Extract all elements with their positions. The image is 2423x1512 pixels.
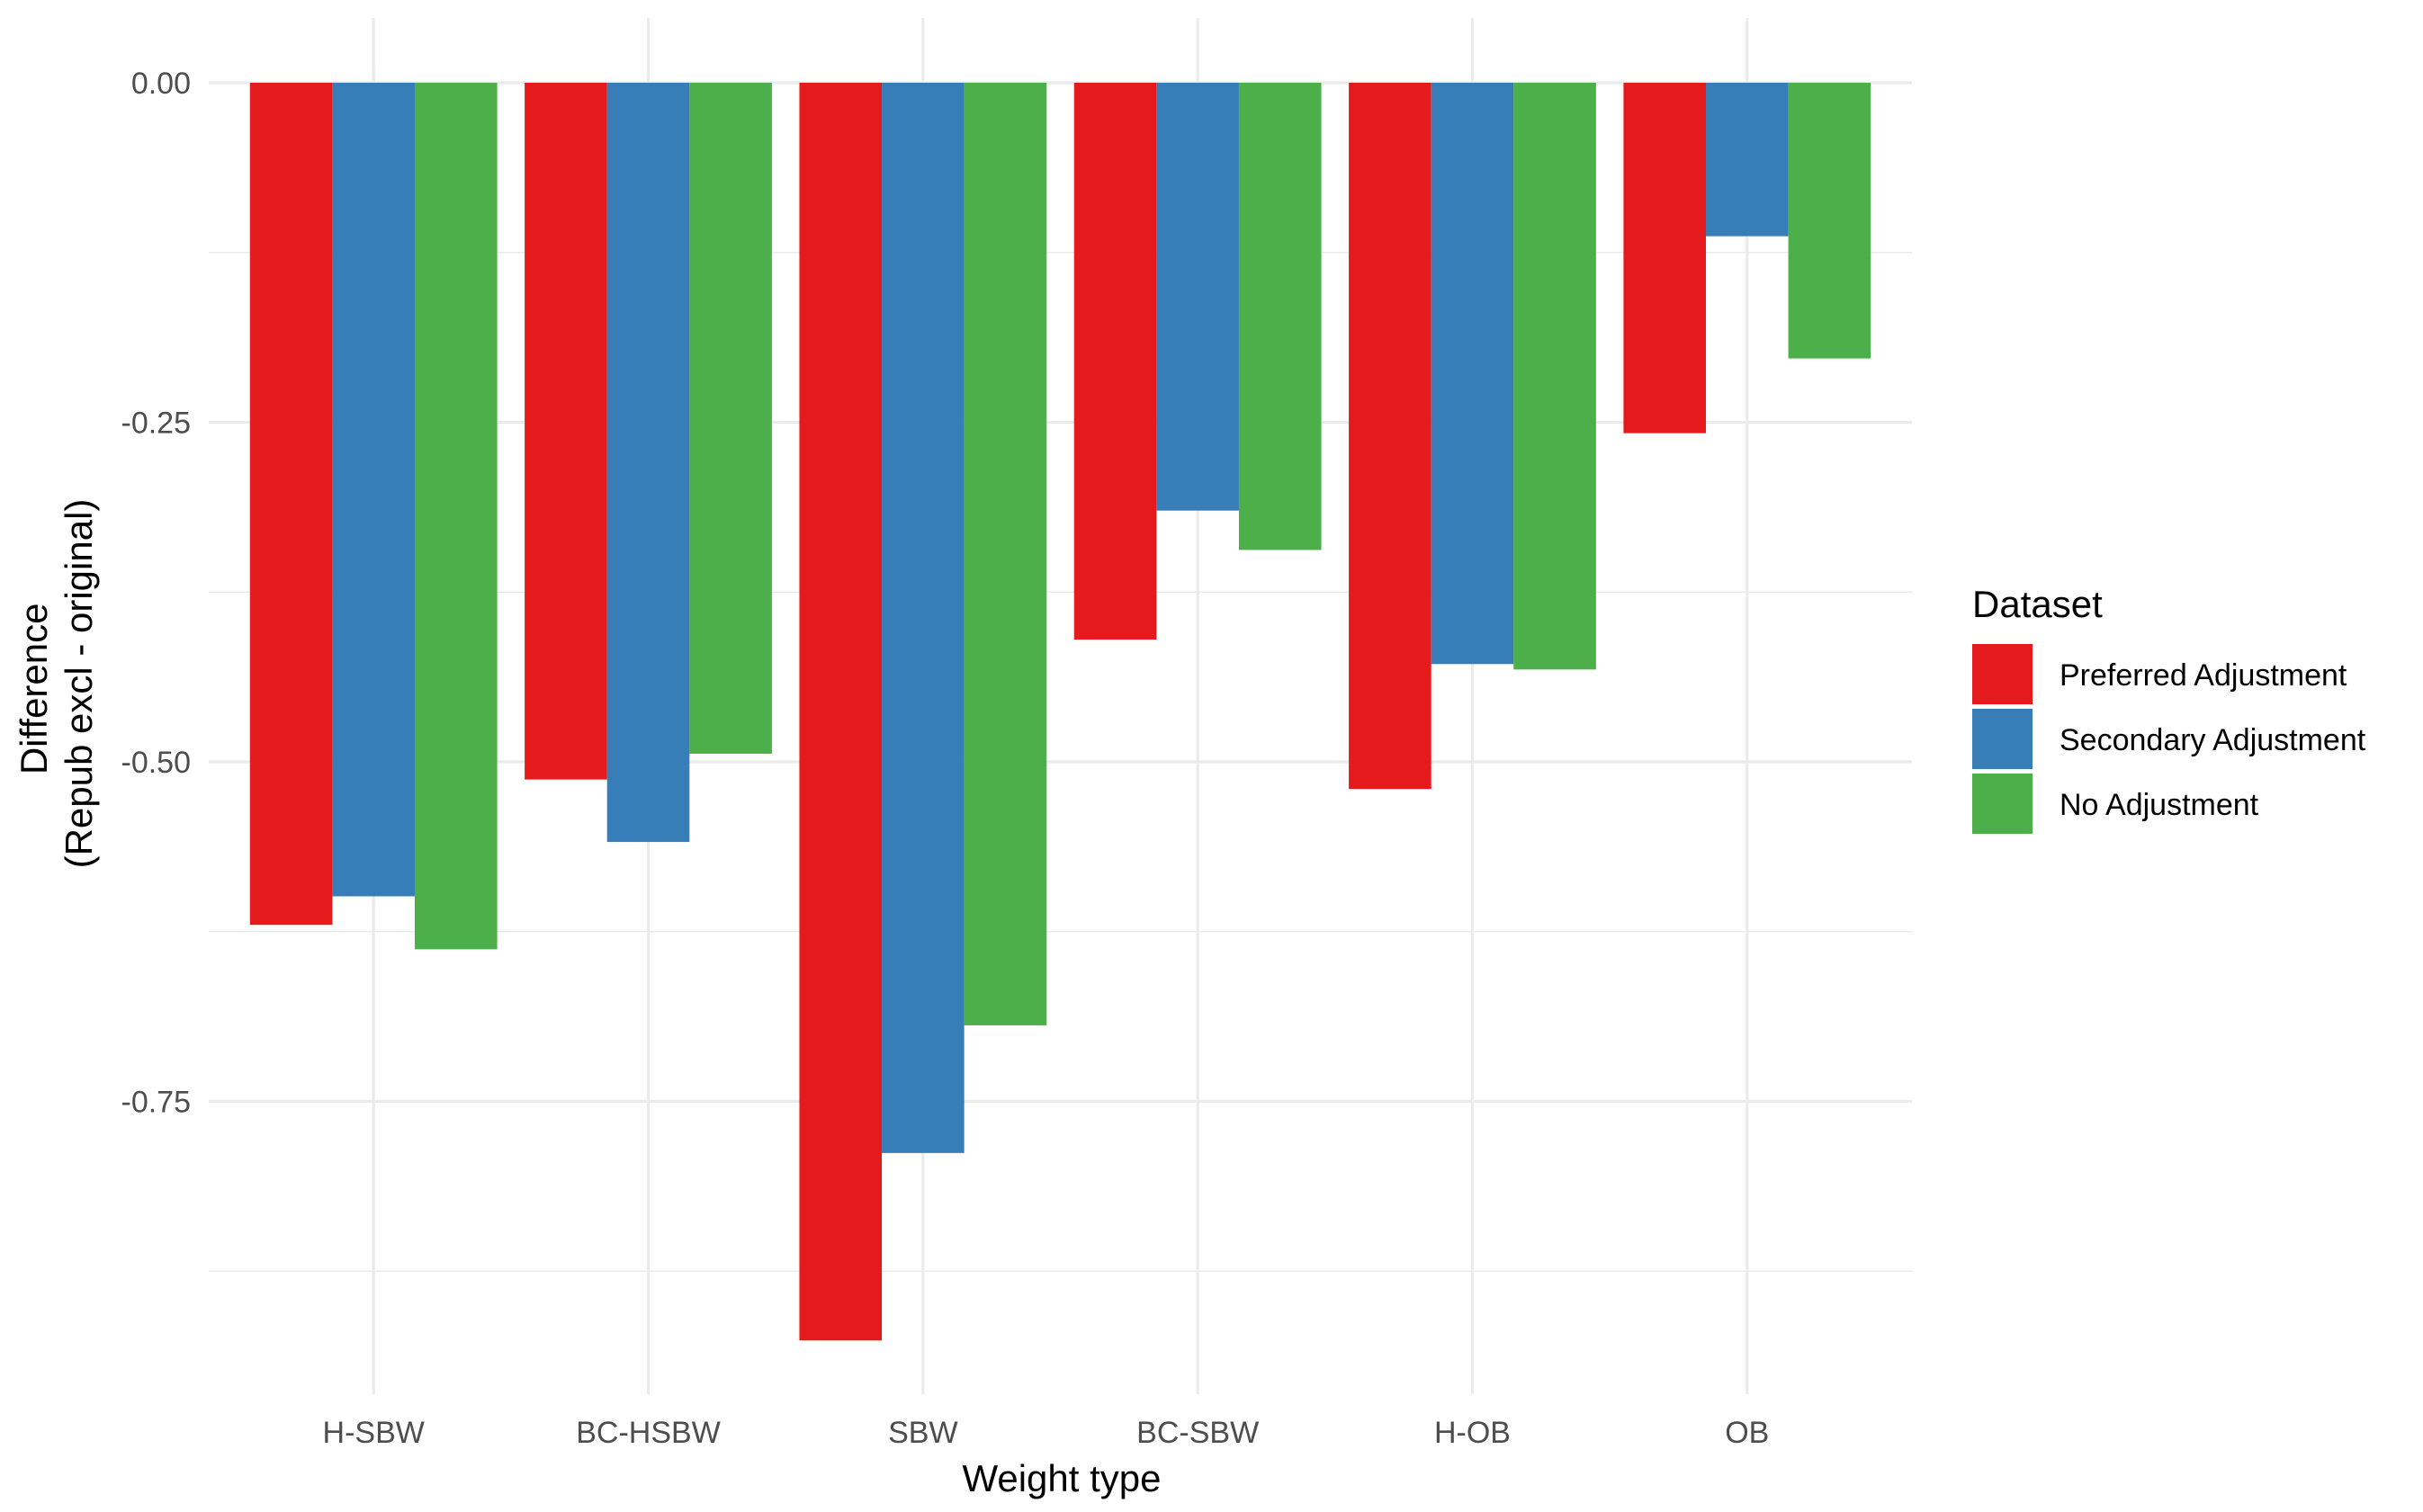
bar [1513,83,1596,670]
bar [882,83,965,1153]
bar [1238,83,1322,550]
x-tick-label: H-OB [1434,1416,1511,1450]
bar [1431,83,1514,665]
x-tick-label: SBW [888,1416,957,1450]
bar [525,83,607,780]
y-tick-label: -0.25 [121,407,192,441]
x-axis-title: Weight type [962,1457,1161,1499]
bar [1349,83,1431,790]
bar [689,83,772,754]
bar [964,83,1047,1025]
x-tick-label: OB [1725,1416,1769,1450]
y-axis-title-line-1: Difference [13,604,55,775]
bar [1788,83,1871,359]
x-tick-label: BC-SBW [1136,1416,1259,1450]
bar [606,83,690,843]
legend-swatch [1972,774,2033,834]
y-axis-title-line-2: (Repub excl - original) [58,499,100,869]
bar [799,83,883,1341]
bar [332,83,415,897]
bar [249,83,333,926]
bar [1706,83,1789,237]
y-tick-label: 0.00 [131,67,191,101]
x-axis-ticks: H-SBW BC-HSBW SBW BC-SBW H-OB OB [323,1416,1770,1450]
legend-label: No Adjustment [2060,788,2259,822]
x-tick-label: H-SBW [323,1416,425,1450]
legend-title: Dataset [1972,583,2103,625]
x-tick-label: BC-HSBW [576,1416,721,1450]
bar [414,83,498,950]
y-tick-label: -0.50 [121,746,192,780]
bar [1073,83,1157,640]
legend-label: Preferred Adjustment [2060,658,2347,693]
bars [249,83,1871,1341]
legend-swatch [1972,644,2033,704]
legend: Dataset Preferred Adjustment Secondary Ad… [1972,583,2366,834]
bar [1156,83,1239,511]
legend-label: Secondary Adjustment [2060,723,2366,757]
y-axis-title: Difference (Repub excl - original) [13,499,100,869]
y-tick-label: -0.75 [121,1086,192,1120]
legend-swatch [1972,709,2033,769]
bar [1623,83,1707,434]
y-axis-ticks: 0.00 -0.25 -0.50 -0.75 [121,67,192,1120]
